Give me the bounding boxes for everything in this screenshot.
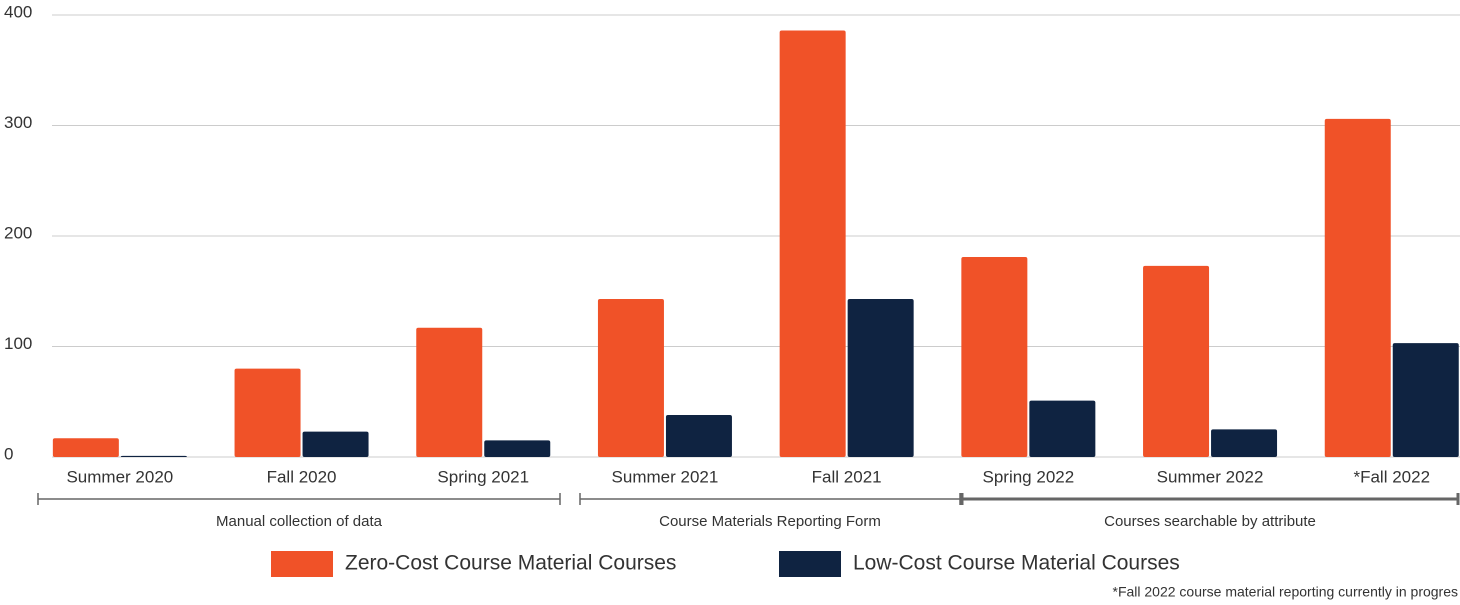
bar	[961, 256, 1028, 457]
bar	[1392, 343, 1459, 457]
group-label: Manual collection of data	[216, 513, 383, 530]
bar	[779, 30, 846, 457]
bar	[1029, 400, 1096, 457]
bar	[416, 327, 483, 457]
x-tick-label: Spring 2021	[437, 467, 529, 486]
y-tick-label: 100	[4, 334, 32, 353]
x-tick-label: Fall 2020	[267, 467, 337, 486]
bar	[665, 415, 732, 457]
bar	[597, 298, 664, 457]
bar	[1143, 265, 1210, 457]
legend-swatch	[271, 551, 333, 577]
legend-label: Zero-Cost Course Material Courses	[345, 552, 676, 575]
x-tick-label: Fall 2021	[812, 467, 882, 486]
bar	[52, 438, 119, 457]
x-tick-label: Spring 2022	[983, 467, 1075, 486]
legend-label: Low-Cost Course Material Courses	[853, 552, 1180, 575]
bar	[484, 440, 551, 457]
footnote: *Fall 2022 course material reporting cur…	[1113, 584, 1459, 600]
y-tick-label: 0	[4, 444, 13, 463]
y-tick-label: 400	[4, 2, 32, 21]
bar	[120, 455, 187, 457]
bar	[302, 431, 369, 457]
x-tick-label: Summer 2020	[66, 467, 173, 486]
x-tick-label: Summer 2022	[1157, 467, 1264, 486]
bar	[1211, 429, 1278, 457]
group-label: Courses searchable by attribute	[1104, 513, 1316, 530]
bar	[234, 368, 301, 457]
y-tick-label: 200	[4, 223, 32, 242]
legend-swatch	[779, 551, 841, 577]
x-tick-label: Summer 2021	[612, 467, 719, 486]
y-tick-label: 300	[4, 113, 32, 132]
group-label: Course Materials Reporting Form	[659, 513, 881, 530]
x-tick-label: *Fall 2022	[1353, 467, 1430, 486]
bar	[847, 298, 914, 457]
bar	[1324, 118, 1391, 458]
